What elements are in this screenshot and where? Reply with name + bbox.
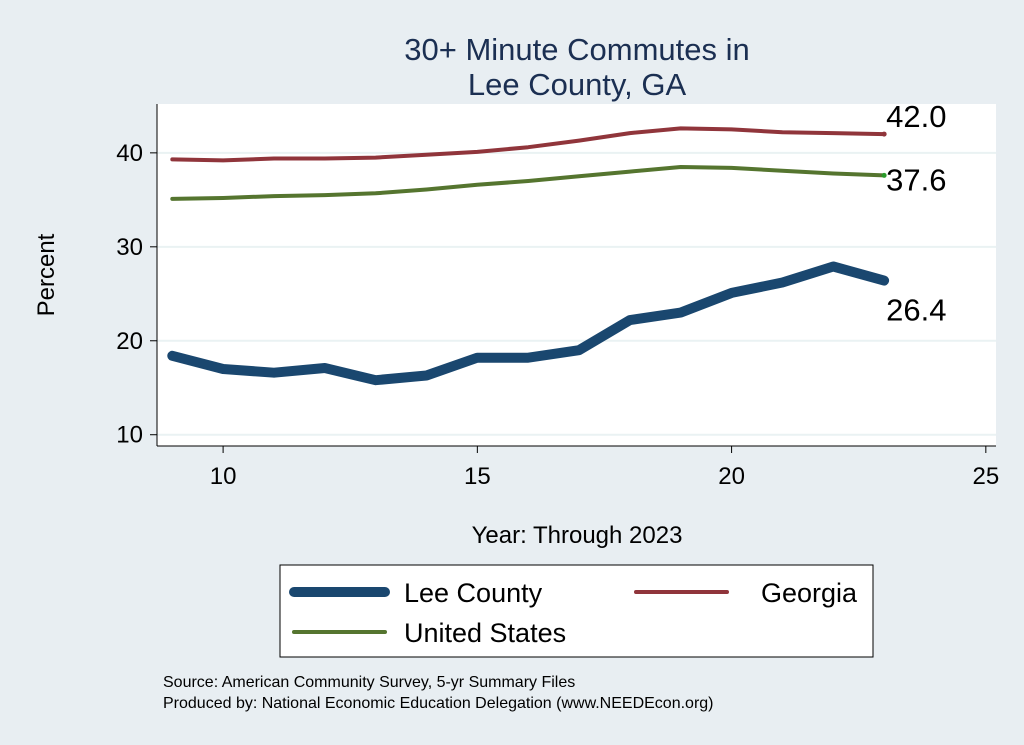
series-line-united-states xyxy=(170,165,887,201)
end-point-georgia xyxy=(881,131,887,137)
y-axis-title: Percent xyxy=(33,233,60,316)
legend-label-lee-county: Lee County xyxy=(404,578,543,608)
y-tick-label: 30 xyxy=(116,234,143,261)
y-ticks: 10 20 30 40 xyxy=(116,140,157,449)
notes: Source: American Community Survey, 5-yr … xyxy=(163,674,714,712)
x-tick-label: 15 xyxy=(464,463,491,490)
legend-label-united-states: United States xyxy=(404,618,566,648)
x-tick-label: 10 xyxy=(210,463,237,490)
y-tick-label: 20 xyxy=(116,328,143,355)
end-point-lee-county xyxy=(881,278,887,284)
end-point-united-states xyxy=(881,172,887,178)
legend-label-georgia: Georgia xyxy=(761,578,858,608)
x-tick-label: 20 xyxy=(718,463,745,490)
x-tick-label: 25 xyxy=(972,463,999,490)
chart-title: 30+ Minute Commutes in Lee County, GA xyxy=(404,32,749,102)
y-tick-label: 40 xyxy=(116,140,143,167)
source-note: Source: American Community Survey, 5-yr … xyxy=(163,674,575,691)
gridlines xyxy=(157,151,996,436)
end-label-lee-county: 26.4 xyxy=(886,293,946,328)
end-label-georgia: 42.0 xyxy=(886,99,946,134)
legend: Lee County Georgia United States xyxy=(279,564,874,658)
x-axis-title: Year: Through 2023 xyxy=(472,522,683,549)
legend-box xyxy=(279,564,874,658)
series-layer xyxy=(167,126,890,386)
series-line-lee-county xyxy=(167,261,890,386)
end-labels: 26.4 42.0 37.6 xyxy=(886,99,946,328)
series-line-georgia xyxy=(170,126,887,163)
producer-note: Produced by: National Economic Education… xyxy=(163,695,714,712)
y-tick-label: 10 xyxy=(116,422,143,449)
chart-title-line-2: Lee County, GA xyxy=(468,67,687,102)
end-label-united-states: 37.6 xyxy=(886,162,946,197)
x-ticks: 10 15 20 25 xyxy=(210,446,999,490)
axes xyxy=(156,104,996,447)
chart-title-line-1: 30+ Minute Commutes in xyxy=(404,32,749,67)
